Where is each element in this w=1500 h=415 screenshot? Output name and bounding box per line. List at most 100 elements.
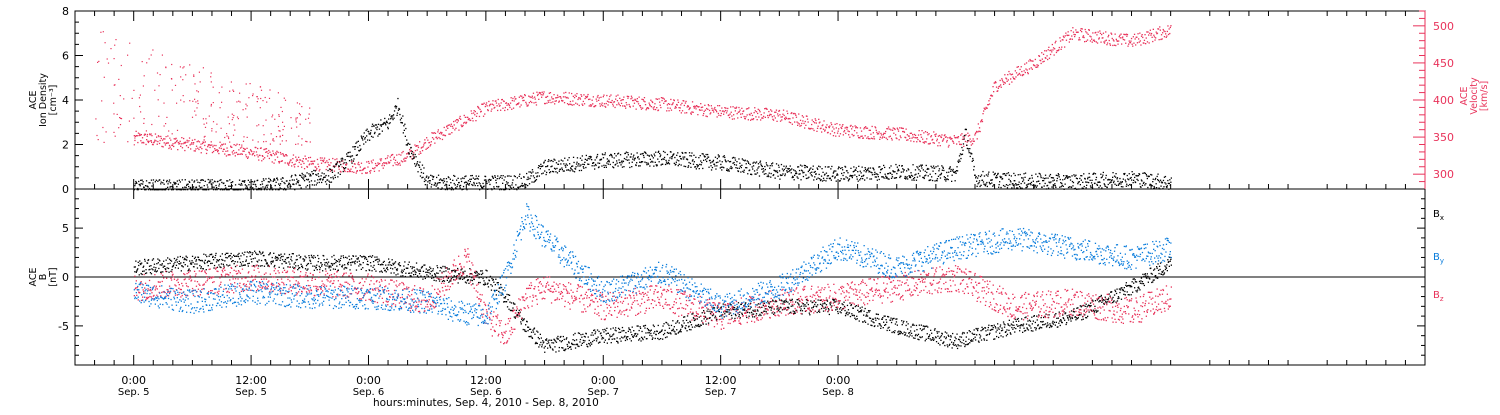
- velocity-series-point: [668, 103, 669, 104]
- velocity-series-point: [608, 101, 609, 102]
- density-series-point: [826, 178, 827, 179]
- bx-series-point: [235, 266, 236, 267]
- density-series-point: [196, 179, 197, 180]
- bx-series-point: [233, 260, 234, 261]
- density-series-point: [446, 181, 447, 182]
- bx-series-point: [236, 256, 237, 257]
- velocity-series-point: [245, 149, 246, 150]
- velocity-early-point: [272, 140, 273, 141]
- velocity-series-point: [1115, 45, 1116, 46]
- velocity-series-point: [826, 124, 827, 125]
- density-series-point: [678, 160, 679, 161]
- velocity-series-point: [882, 136, 883, 137]
- bx-series-point: [371, 257, 372, 258]
- bx-series-point: [298, 265, 299, 266]
- velocity-series-point: [741, 117, 742, 118]
- velocity-early-point: [171, 64, 172, 65]
- velocity-early-point: [165, 67, 166, 68]
- density-series-point: [884, 177, 885, 178]
- velocity-series-point: [160, 140, 161, 141]
- velocity-series-point: [215, 150, 216, 151]
- bx-series-point: [366, 270, 367, 271]
- density-series-point: [1078, 188, 1079, 189]
- bx-series-point: [262, 252, 263, 253]
- velocity-series-point: [565, 92, 566, 93]
- density-series-point: [437, 184, 438, 185]
- velocity-series-point: [1169, 33, 1170, 34]
- bx-series-point: [343, 255, 344, 256]
- velocity-series-point: [541, 97, 542, 98]
- velocity-series-point: [785, 117, 786, 118]
- density-series-point: [581, 170, 582, 171]
- density-series-point: [536, 179, 537, 180]
- velocity-series-point: [569, 104, 570, 105]
- velocity-early-point: [203, 118, 204, 119]
- velocity-early-point: [258, 98, 259, 99]
- bx-series-point: [140, 264, 141, 265]
- density-series-point: [419, 162, 420, 163]
- density-series-point: [1023, 173, 1024, 174]
- density-series-point: [382, 131, 383, 132]
- density-series-point: [280, 187, 281, 188]
- velocity-early-point: [309, 114, 310, 115]
- bx-series-point: [214, 257, 215, 258]
- velocity-series-point: [982, 121, 983, 122]
- density-series-point: [699, 164, 700, 165]
- velocity-series-point: [478, 108, 479, 109]
- density-series-point: [648, 164, 649, 165]
- velocity-early-point: [211, 81, 212, 82]
- density-series-point: [708, 157, 709, 158]
- velocity-series-point: [181, 137, 182, 138]
- velocity-series-point: [781, 119, 782, 120]
- density-series-point: [1019, 182, 1020, 183]
- velocity-series-point: [177, 140, 178, 141]
- velocity-series-point: [577, 104, 578, 105]
- density-series-point: [419, 167, 420, 168]
- velocity-series-point: [707, 109, 708, 110]
- density-series-point: [786, 170, 787, 171]
- velocity-series-point: [543, 93, 544, 94]
- velocity-series-point: [744, 116, 745, 117]
- velocity-series-point: [1123, 34, 1124, 35]
- density-series-point: [778, 165, 779, 166]
- density-series-point: [746, 167, 747, 168]
- density-series-point: [990, 183, 991, 184]
- velocity-series-point: [1092, 42, 1093, 43]
- density-series-point: [208, 179, 209, 180]
- bx-series-point: [370, 262, 371, 263]
- velocity-series-point: [432, 137, 433, 138]
- velocity-series-point: [351, 161, 352, 162]
- density-series-point: [936, 180, 937, 181]
- velocity-series-point: [851, 128, 852, 129]
- density-series-point: [626, 156, 627, 157]
- density-series-point: [1069, 176, 1070, 177]
- velocity-early-point: [258, 141, 259, 142]
- velocity-series-point: [702, 107, 703, 108]
- bx-series-point: [222, 253, 223, 254]
- velocity-series-point: [439, 133, 440, 134]
- bx-series-point: [162, 263, 163, 264]
- velocity-series-point: [148, 141, 149, 142]
- velocity-series-point: [493, 104, 494, 105]
- velocity-series-point: [370, 172, 371, 173]
- velocity-early-point: [158, 116, 159, 117]
- density-series-point: [265, 186, 266, 187]
- density-series-point: [821, 176, 822, 177]
- velocity-series-point: [730, 113, 731, 114]
- density-series-point: [351, 163, 352, 164]
- velocity-early-point: [133, 118, 134, 119]
- density-series-point: [868, 168, 869, 169]
- velocity-series-point: [1066, 40, 1067, 41]
- velocity-early-point: [120, 95, 121, 96]
- velocity-early-point: [165, 123, 166, 124]
- velocity-series-point: [708, 105, 709, 106]
- density-series-point: [701, 162, 702, 163]
- density-series-point: [541, 173, 542, 174]
- density-series-point: [879, 179, 880, 180]
- velocity-series-point: [939, 135, 940, 136]
- density-series-point: [1085, 181, 1086, 182]
- velocity-series-point: [323, 161, 324, 162]
- density-series-point: [1040, 175, 1041, 176]
- velocity-early-point: [194, 99, 195, 100]
- density-series-point: [1085, 178, 1086, 179]
